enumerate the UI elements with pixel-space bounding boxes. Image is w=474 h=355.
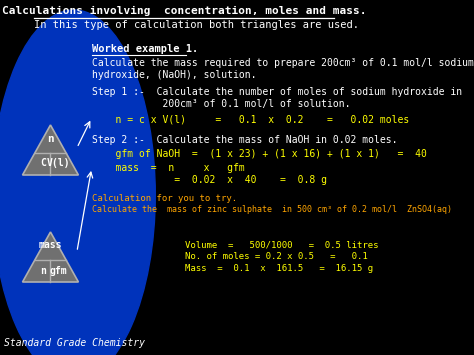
Text: =  0.02  x  40    =  0.8 g: = 0.02 x 40 = 0.8 g <box>91 175 327 185</box>
Text: Calculations involving  concentration, moles and mass.: Calculations involving concentration, mo… <box>2 6 366 16</box>
Text: gfm: gfm <box>49 266 67 275</box>
Text: 200cm³ of 0.1 mol/l of solution.: 200cm³ of 0.1 mol/l of solution. <box>91 99 350 109</box>
Text: No. of moles = 0.2 x 0.5   =   0.1: No. of moles = 0.2 x 0.5 = 0.1 <box>185 252 367 261</box>
Text: Calculation for you to try.: Calculation for you to try. <box>91 194 237 203</box>
Text: V(l): V(l) <box>46 158 70 169</box>
Text: hydroxide, (NaOH), solution.: hydroxide, (NaOH), solution. <box>91 70 256 80</box>
Text: Calculate the mass required to prepare 200cm³ of 0.1 mol/l sodium: Calculate the mass required to prepare 2… <box>91 58 474 68</box>
Text: Step 1 :-  Calculate the number of moles of sodium hydroxide in: Step 1 :- Calculate the number of moles … <box>91 87 462 97</box>
Text: Calculate the  mass of zinc sulphate  in 500 cm³ of 0.2 mol/l  ZnSO4(aq): Calculate the mass of zinc sulphate in 5… <box>91 205 452 214</box>
Text: In this type of calculation both triangles are used.: In this type of calculation both triangl… <box>34 20 359 30</box>
Text: gfm of NaOH  =  (1 x 23) + (1 x 16) + (1 x 1)   =  40: gfm of NaOH = (1 x 23) + (1 x 16) + (1 x… <box>91 149 427 159</box>
Text: Mass  =  0.1  x  161.5   =  16.15 g: Mass = 0.1 x 161.5 = 16.15 g <box>185 264 373 273</box>
Text: Step 2 :-  Calculate the mass of NaOH in 0.02 moles.: Step 2 :- Calculate the mass of NaOH in … <box>91 135 397 145</box>
Text: n: n <box>47 133 54 143</box>
Text: mass  =  n     x   gfm: mass = n x gfm <box>91 163 245 173</box>
Text: Worked example 1.: Worked example 1. <box>91 44 198 54</box>
Text: Standard Grade Chemistry: Standard Grade Chemistry <box>4 338 145 348</box>
Text: n = c x V(l)     =   0.1  x  0.2    =   0.02 moles: n = c x V(l) = 0.1 x 0.2 = 0.02 moles <box>91 114 409 124</box>
Text: n: n <box>40 266 46 275</box>
Polygon shape <box>23 125 78 175</box>
Ellipse shape <box>0 10 155 355</box>
Text: mass: mass <box>39 240 62 251</box>
Polygon shape <box>23 232 78 282</box>
Text: Volume  =   500/1000   =  0.5 litres: Volume = 500/1000 = 0.5 litres <box>185 240 378 249</box>
Text: C: C <box>40 158 46 169</box>
